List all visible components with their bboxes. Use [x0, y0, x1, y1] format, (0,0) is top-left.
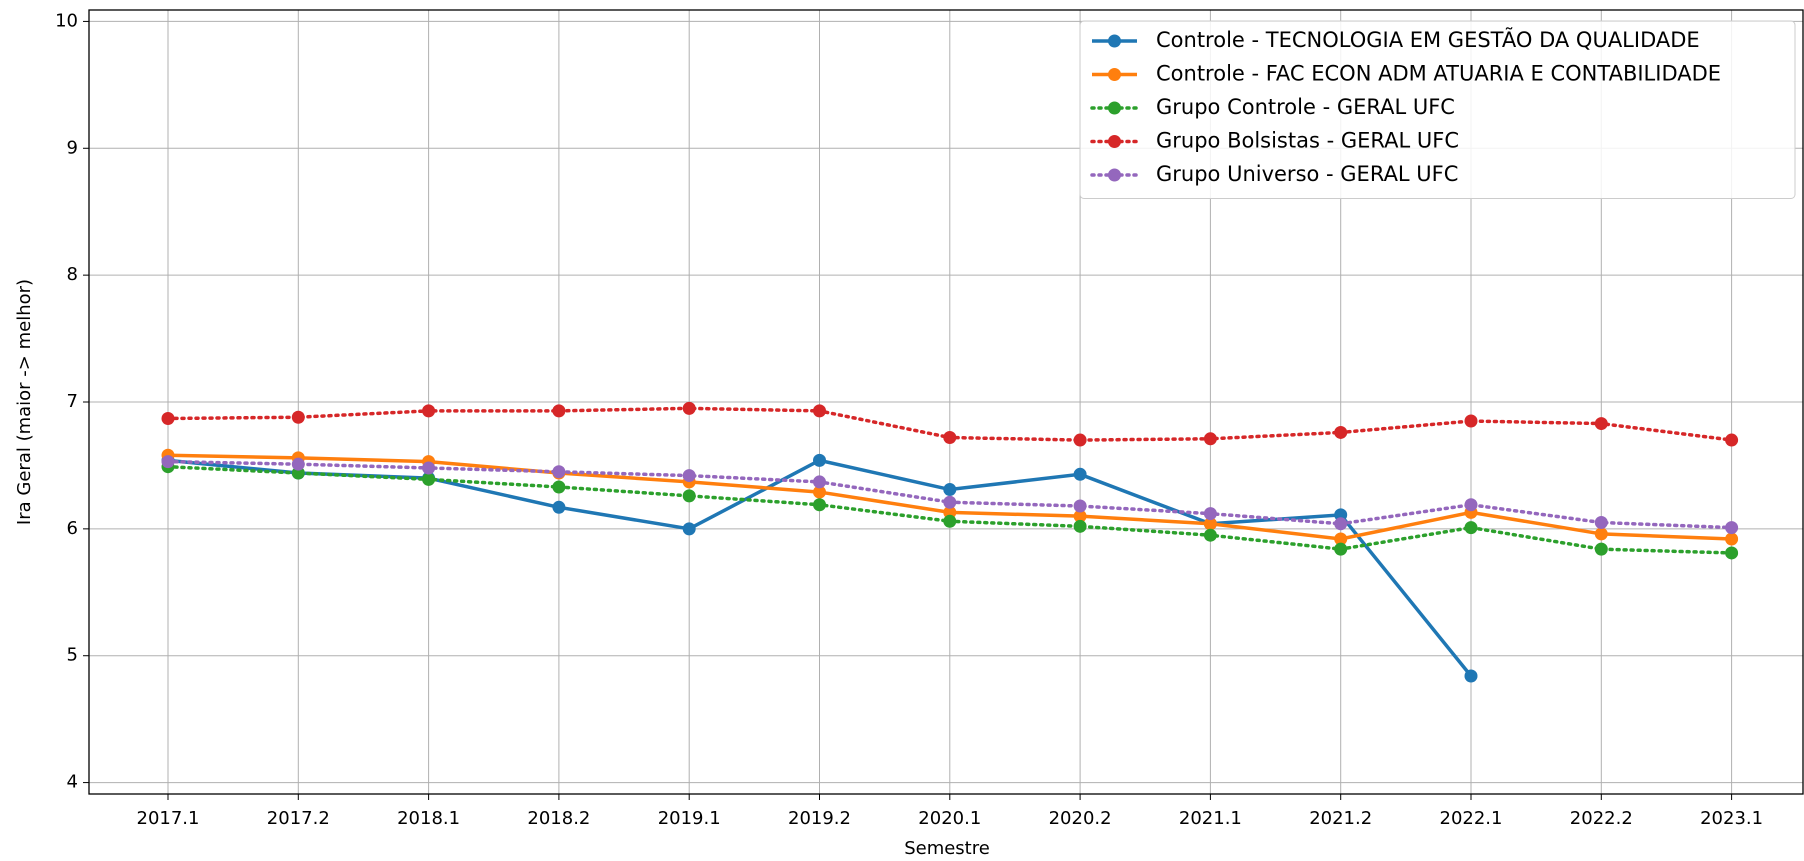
data-point [1073, 519, 1087, 533]
data-point [1203, 507, 1217, 521]
data-point [1725, 433, 1739, 447]
data-point [1725, 521, 1739, 535]
y-tick-label: 4 [67, 772, 78, 793]
data-point [1073, 509, 1087, 523]
x-tick-label: 2018.2 [527, 808, 590, 829]
x-tick-label: 2018.1 [397, 808, 460, 829]
data-point [422, 404, 436, 418]
data-point [1073, 467, 1087, 481]
data-point [1073, 499, 1087, 513]
data-point [813, 475, 826, 489]
data-point [1464, 521, 1478, 535]
x-tick-label: 2022.1 [1440, 808, 1503, 829]
x-tick-label: 2017.1 [137, 808, 200, 829]
data-point [813, 404, 826, 418]
data-point [161, 411, 175, 425]
grid [89, 10, 1803, 794]
legend-marker [1108, 135, 1121, 148]
x-tick-label: 2020.1 [918, 808, 981, 829]
legend-marker [1108, 68, 1121, 81]
data-point [1334, 425, 1348, 439]
data-point [682, 522, 696, 536]
data-point [943, 431, 957, 445]
x-tick-label: 2020.2 [1049, 808, 1112, 829]
data-point [1073, 433, 1087, 447]
legend-label: Grupo Universo - GERAL UFC [1156, 162, 1458, 186]
x-tick-label: 2021.2 [1309, 808, 1372, 829]
data-point [1464, 498, 1478, 512]
data-point [552, 480, 566, 494]
data-point [422, 472, 436, 486]
data-point [1594, 516, 1608, 530]
data-point [1334, 542, 1348, 556]
y-tick-label: 7 [67, 391, 78, 412]
x-tick-label: 2019.1 [658, 808, 721, 829]
data-point [813, 498, 826, 512]
data-point [943, 483, 957, 497]
legend-label: Controle - FAC ECON ADM ATUARIA E CONTAB… [1156, 62, 1721, 86]
data-point [943, 514, 957, 528]
data-point [813, 453, 826, 467]
legend-marker [1108, 101, 1121, 115]
data-point [943, 495, 957, 509]
data-point [1725, 546, 1739, 560]
x-tick-label: 2021.1 [1179, 808, 1242, 829]
legend-label: Grupo Controle - GERAL UFC [1156, 95, 1455, 119]
y-tick-label: 10 [55, 10, 78, 31]
data-point [552, 465, 566, 479]
data-point [1725, 532, 1739, 546]
legend-label: Controle - TECNOLOGIA EM GESTÃO DA QUALI… [1156, 26, 1700, 52]
x-tick-label: 2019.2 [788, 808, 851, 829]
data-point [943, 505, 957, 519]
data-point [291, 466, 305, 480]
data-point [813, 485, 826, 499]
x-axis-label: Semestre [904, 838, 990, 859]
data-point [1203, 517, 1217, 531]
data-point [1334, 517, 1348, 531]
legend-marker [1108, 168, 1121, 182]
data-point [1203, 432, 1217, 446]
data-point [552, 500, 566, 514]
data-point [1464, 414, 1478, 428]
legend: Controle - TECNOLOGIA EM GESTÃO DA QUALI… [1079, 20, 1796, 199]
y-tick-label: 8 [67, 264, 78, 285]
data-point [682, 401, 696, 415]
data-point [291, 457, 305, 471]
data-point [422, 461, 436, 475]
y-tick-label: 5 [67, 645, 78, 666]
data-point [291, 410, 305, 424]
data-point [1334, 532, 1348, 546]
data-point [1334, 508, 1348, 522]
y-axis-label: Ira Geral (maior -> melhor) [14, 279, 35, 525]
data-point [1464, 669, 1478, 683]
x-tick-label: 2023.1 [1700, 808, 1763, 829]
legend-marker [1108, 34, 1121, 48]
legend-label: Grupo Bolsistas - GERAL UFC [1156, 129, 1459, 153]
data-point [682, 489, 696, 503]
data-point [1594, 542, 1608, 556]
y-tick-label: 9 [67, 137, 78, 158]
data-point [1203, 528, 1217, 542]
x-tick-label: 2017.2 [267, 808, 330, 829]
data-point [1594, 417, 1608, 431]
data-point [682, 469, 696, 483]
data-point [552, 404, 566, 418]
legend-box [1079, 20, 1796, 199]
y-tick-label: 6 [67, 518, 78, 539]
data-point [161, 455, 175, 469]
data-point [1594, 527, 1608, 541]
plot-frame [88, 9, 1804, 795]
x-tick-label: 2022.2 [1570, 808, 1633, 829]
